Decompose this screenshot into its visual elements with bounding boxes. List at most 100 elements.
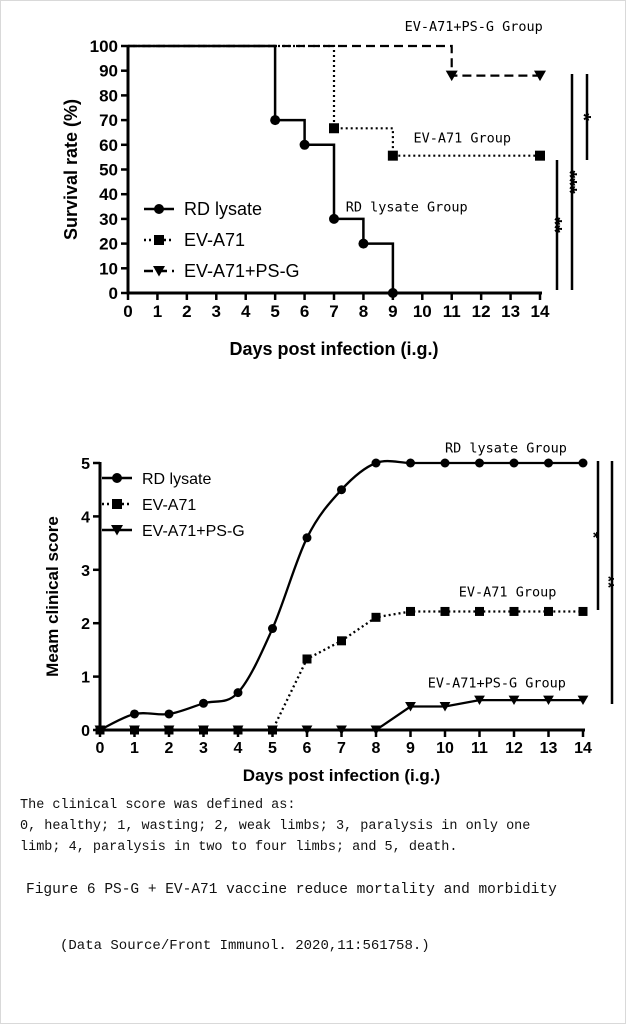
score-y-tick-label: 4: [81, 509, 90, 526]
score-y-tick-label: 0: [81, 723, 90, 740]
score-data-point: [475, 458, 484, 468]
score-data-point: [232, 725, 244, 735]
score-data-point: [302, 654, 312, 664]
score-data-point: [406, 458, 415, 468]
score-x-tick-label: 2: [165, 740, 174, 757]
survival-data-point: [387, 150, 398, 161]
score-data-point: [370, 725, 382, 735]
score-data-point: [439, 702, 451, 712]
survival-y-tick-label: 0: [109, 284, 118, 303]
survival-x-tick-label: 14: [531, 302, 550, 321]
survival-x-axis-label: Days post infection (i.g.): [229, 339, 438, 359]
survival-significance-mark: ***: [558, 170, 580, 194]
score-x-tick-label: 11: [471, 740, 488, 757]
survival-x-tick-label: 3: [212, 302, 221, 321]
score-definition-line-1: 0, healthy; 1, wasting; 2, weak limbs; 3…: [20, 819, 531, 834]
survival-group-annotation: EV-A71+PS-G Group: [405, 19, 543, 35]
score-x-tick-label: 14: [574, 740, 592, 757]
score-data-point: [268, 624, 277, 634]
score-significance-mark: *: [584, 532, 601, 539]
score-data-point: [543, 695, 554, 706]
data-source: (Data Source/Front Immunol. 2020,11:5617…: [60, 938, 430, 954]
score-data-point: [544, 458, 553, 468]
survival-y-tick-label: 100: [90, 37, 118, 56]
survival-legend-marker: [154, 204, 164, 214]
survival-x-tick-label: 10: [413, 302, 432, 321]
survival-data-point: [270, 115, 281, 126]
score-data-point: [233, 688, 243, 698]
score-legend-label: EV-A71: [142, 497, 196, 514]
score-data-point: [267, 725, 278, 735]
score-significance-mark: **: [599, 576, 616, 589]
score-group-annotation: RD lysate Group: [445, 440, 567, 456]
survival-data-point: [299, 139, 310, 150]
figure-title: Figure 6 PS-G + EV-A71 vaccine reduce mo…: [26, 882, 557, 898]
score-data-point: [578, 458, 588, 468]
survival-legend-marker: [154, 235, 164, 245]
survival-x-tick-label: 12: [472, 302, 491, 321]
score-y-tick-label: 5: [81, 456, 90, 473]
score-data-point: [337, 636, 346, 646]
survival-data-point: [445, 70, 458, 82]
survival-x-tick-label: 0: [123, 302, 132, 321]
score-data-point: [371, 458, 381, 468]
score-y-tick-label: 1: [81, 670, 90, 687]
score-legend-marker: [112, 499, 122, 509]
score-data-point: [405, 702, 416, 712]
score-x-tick-label: 12: [505, 740, 523, 757]
score-legend-marker: [111, 525, 123, 536]
survival-y-tick-label: 10: [99, 259, 118, 278]
score-data-point: [301, 725, 313, 735]
survival-series-line: [128, 44, 395, 293]
score-x-tick-label: 3: [199, 740, 208, 757]
score-data-point: [578, 606, 588, 616]
survival-y-tick-label: 50: [99, 161, 118, 180]
score-x-tick-label: 10: [436, 740, 454, 757]
score-x-axis-label: Days post infection (i.g.): [243, 766, 440, 785]
score-x-tick-label: 0: [96, 740, 105, 757]
survival-x-tick-label: 6: [300, 302, 309, 321]
score-x-tick-label: 9: [406, 740, 415, 757]
score-data-point: [130, 709, 139, 719]
score-y-tick-label: 3: [81, 563, 90, 580]
score-x-tick-label: 5: [268, 740, 277, 757]
survival-series-line: [128, 44, 540, 77]
survival-y-tick-label: 30: [99, 210, 118, 229]
survival-x-tick-label: 5: [270, 302, 279, 321]
score-data-point: [164, 709, 174, 719]
score-data-point: [440, 458, 450, 468]
score-data-point: [509, 458, 519, 468]
survival-x-tick-label: 2: [182, 302, 191, 321]
score-x-tick-label: 6: [303, 740, 312, 757]
score-legend-marker: [112, 473, 122, 483]
survival-group-annotation: EV-A71 Group: [413, 130, 511, 146]
survival-y-tick-label: 90: [99, 62, 118, 81]
score-data-point: [440, 606, 450, 616]
score-x-tick-label: 7: [337, 740, 346, 757]
score-data-point: [129, 725, 140, 735]
survival-x-tick-label: 4: [241, 302, 251, 321]
score-definition-line-2: limb; 4, paralysis in two to four limbs;…: [20, 840, 458, 855]
survival-data-point: [358, 238, 369, 249]
score-data-point: [336, 725, 347, 735]
survival-legend-label: EV-A71+PS-G: [184, 261, 300, 281]
survival-y-tick-label: 60: [99, 136, 118, 155]
survival-x-tick-label: 9: [388, 302, 397, 321]
score-x-tick-label: 8: [372, 740, 381, 757]
survival-legend-label: EV-A71: [184, 230, 245, 250]
survival-legend-label: RD lysate: [184, 199, 262, 219]
score-data-point: [474, 695, 485, 706]
score-y-axis-label: Meam clinical score: [43, 516, 62, 677]
score-data-point: [475, 606, 484, 616]
score-data-point: [199, 698, 208, 708]
survival-y-tick-label: 70: [99, 111, 118, 130]
score-legend-label: EV-A71+PS-G: [142, 523, 245, 540]
survival-x-tick-label: 7: [329, 302, 338, 321]
score-data-point: [337, 485, 346, 495]
survival-y-axis-label: Survival rate (%): [61, 99, 81, 240]
survival-y-tick-label: 20: [99, 235, 118, 254]
survival-data-point: [329, 123, 339, 134]
score-data-point: [577, 695, 589, 706]
survival-data-point: [387, 288, 398, 298]
